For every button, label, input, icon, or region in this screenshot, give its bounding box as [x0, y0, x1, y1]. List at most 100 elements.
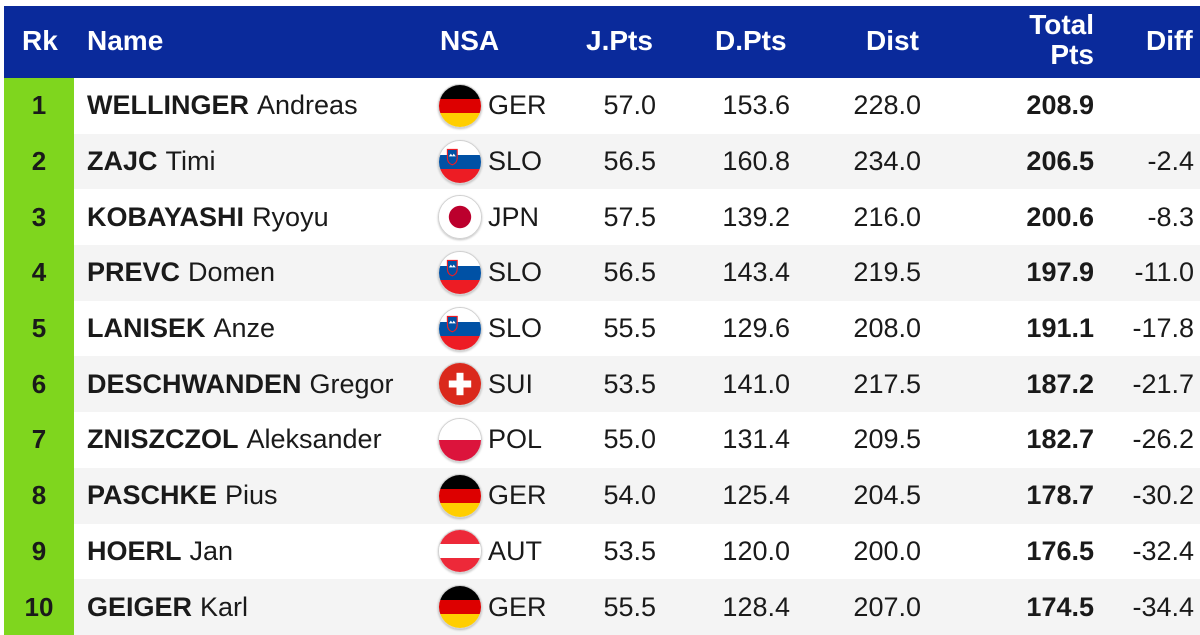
nsa-code: SLO [488, 257, 543, 288]
nsa-cell: POL [438, 412, 542, 468]
dist-cell: 208.0 [853, 313, 921, 344]
athlete-name[interactable]: DESCHWANDEN Gregor [87, 356, 394, 412]
dpts-cell: 153.6 [722, 90, 790, 121]
dpts-cell: 139.2 [722, 201, 790, 232]
dist-cell: 209.5 [853, 424, 921, 455]
nsa-cell: SUI [438, 356, 533, 412]
dist-cell: 200.0 [853, 535, 921, 566]
nsa-cell: GER [438, 579, 547, 635]
table-row[interactable]: 1 WELLINGER Andreas GER 57.0 153.6 228.0… [4, 78, 1200, 134]
jpts-cell: 56.5 [603, 257, 656, 288]
athlete-first-name: Domen [188, 257, 276, 288]
jpts-cell: 56.5 [603, 146, 656, 177]
nsa-code: GER [488, 90, 547, 121]
header-rk[interactable]: Rk [22, 25, 58, 56]
jpts-cell: 55.0 [603, 424, 656, 455]
athlete-first-name: Ryoyu [252, 201, 329, 232]
athlete-name[interactable]: PREVC Domen [87, 245, 275, 301]
table-row[interactable]: 4 PREVC Domen SLO 56.5 143.4 219.5 197.9… [4, 245, 1200, 301]
table-row[interactable]: 8 PASCHKE Pius GER 54.0 125.4 204.5 178.… [4, 467, 1200, 524]
athlete-last-name: GEIGER [87, 591, 193, 622]
athlete-name[interactable]: HOERL Jan [87, 524, 233, 580]
nsa-cell: SLO [438, 245, 542, 301]
table-body: 1 WELLINGER Andreas GER 57.0 153.6 228.0… [4, 78, 1200, 635]
dpts-cell: 160.8 [722, 146, 790, 177]
athlete-first-name: Karl [200, 591, 249, 622]
total-pts-cell: 187.2 [1026, 368, 1094, 399]
dpts-cell: 143.4 [722, 257, 790, 288]
athlete-first-name: Timi [165, 146, 216, 177]
athlete-name[interactable]: GEIGER Karl [87, 579, 248, 635]
jpts-cell: 57.0 [603, 90, 656, 121]
header-nsa[interactable]: NSA [440, 25, 500, 56]
athlete-first-name: Jan [189, 535, 234, 566]
athlete-name[interactable]: WELLINGER Andreas [87, 78, 358, 134]
rank-cell: 6 [4, 356, 74, 413]
header-jpts[interactable]: J.Pts [586, 25, 653, 56]
austria-flag-icon [438, 529, 482, 574]
total-pts-cell: 176.5 [1026, 535, 1094, 566]
athlete-last-name: LANISEK [87, 313, 206, 344]
jpts-cell: 57.5 [603, 201, 656, 232]
germany-flag-icon [438, 83, 482, 128]
diff-cell: -11.0 [1134, 257, 1194, 288]
athlete-name[interactable]: KOBAYASHI Ryoyu [87, 189, 329, 245]
total-pts-cell: 182.7 [1026, 424, 1094, 455]
dpts-cell: 125.4 [722, 480, 790, 511]
total-pts-cell: 191.1 [1026, 313, 1094, 344]
table-row[interactable]: 2 ZAJC Timi SLO 56.5 160.8 234.0 206.5 -… [4, 133, 1200, 190]
jpts-cell: 55.5 [603, 313, 656, 344]
nsa-cell: JPN [438, 189, 539, 245]
dist-cell: 228.0 [853, 90, 921, 121]
diff-cell: -2.4 [1147, 146, 1194, 177]
total-pts-cell: 197.9 [1026, 257, 1094, 288]
athlete-name[interactable]: ZAJC Timi [87, 134, 216, 190]
athlete-name[interactable]: PASCHKE Pius [87, 468, 278, 524]
rank-cell: 4 [4, 245, 74, 301]
rank-cell: 1 [4, 78, 74, 134]
athlete-first-name: Aleksander [246, 424, 382, 455]
athlete-last-name: HOERL [87, 535, 182, 566]
slovenia-flag-icon [438, 139, 482, 184]
athlete-name[interactable]: ZNISZCZOL Aleksander [87, 412, 382, 468]
header-total-pts[interactable]: Total Pts [994, 10, 1094, 70]
table-row[interactable]: 9 HOERL Jan AUT 53.5 120.0 200.0 176.5 -… [4, 523, 1200, 580]
athlete-name[interactable]: LANISEK Anze [87, 301, 275, 357]
diff-cell: -34.4 [1132, 591, 1194, 622]
dpts-cell: 131.4 [722, 424, 790, 455]
athlete-first-name: Gregor [309, 368, 394, 399]
header-dpts[interactable]: D.Pts [715, 25, 787, 56]
japan-flag-icon [438, 195, 482, 240]
nsa-code: AUT [488, 535, 542, 566]
poland-flag-icon [438, 417, 482, 462]
table-row[interactable]: 5 LANISEK Anze SLO 55.5 129.6 208.0 191.… [4, 300, 1200, 357]
total-pts-cell: 208.9 [1026, 90, 1094, 121]
total-pts-cell: 200.6 [1026, 201, 1094, 232]
nsa-cell: SLO [438, 134, 542, 190]
nsa-code: SLO [488, 146, 543, 177]
diff-cell: -8.3 [1147, 201, 1194, 232]
diff-cell: -30.2 [1132, 480, 1194, 511]
athlete-first-name: Anze [213, 313, 276, 344]
table-row[interactable]: 6 DESCHWANDEN Gregor SUI 53.5 141.0 217.… [4, 356, 1200, 413]
header-diff[interactable]: Diff [1146, 25, 1193, 56]
table-row[interactable]: 10 GEIGER Karl GER 55.5 128.4 207.0 174.… [4, 579, 1200, 635]
table-header: Rk Name NSA J.Pts D.Pts Dist Total Pts D… [4, 6, 1200, 78]
athlete-last-name: ZAJC [87, 146, 158, 177]
diff-cell: -17.8 [1132, 313, 1194, 344]
diff-cell: -32.4 [1132, 535, 1194, 566]
diff-cell: -26.2 [1132, 424, 1194, 455]
table-row[interactable]: 3 KOBAYASHI Ryoyu JPN 57.5 139.2 216.0 2… [4, 189, 1200, 246]
athlete-first-name: Pius [225, 480, 278, 511]
header-name[interactable]: Name [87, 25, 164, 56]
diff-cell [1104, 78, 1194, 134]
jpts-cell: 55.5 [603, 591, 656, 622]
header-dist[interactable]: Dist [866, 25, 919, 56]
rank-cell: 2 [4, 133, 74, 190]
nsa-cell: GER [438, 78, 547, 134]
header-total-line2: Pts [1050, 39, 1094, 70]
athlete-last-name: ZNISZCZOL [87, 424, 239, 455]
slovenia-flag-icon [438, 306, 482, 351]
table-row[interactable]: 7 ZNISZCZOL Aleksander POL 55.0 131.4 20… [4, 412, 1200, 468]
dpts-cell: 129.6 [722, 313, 790, 344]
